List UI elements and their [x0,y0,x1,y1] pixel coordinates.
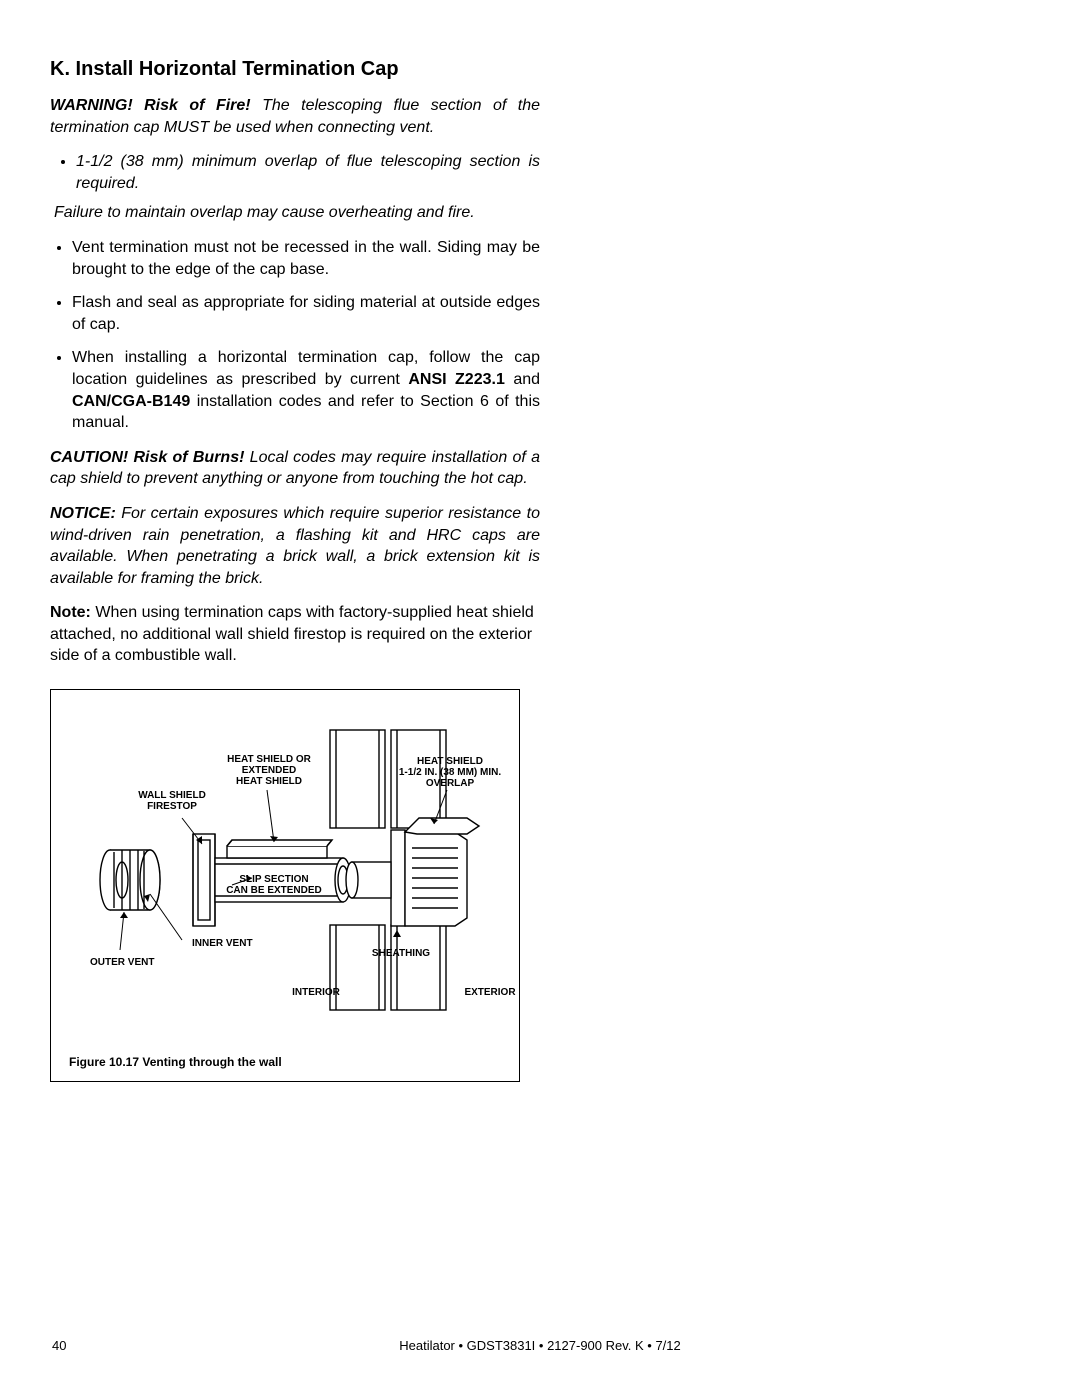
inner-bullet-list: 1-1/2 (38 mm) minimum overlap of flue te… [50,151,540,194]
label-heat-shield-ov-3: OVERLAP [426,778,475,789]
bullet-2: Flash and seal as appropriate for siding… [72,292,540,335]
label-heat-shield-ext-2: EXTENDED [242,765,296,776]
caution-paragraph: CAUTION! Risk of Burns! Local codes may … [50,447,540,490]
note-lead: Note: [50,604,91,621]
label-heat-shield-ext-3: HEAT SHIELD [236,776,302,787]
label-slip-1: SLIP SECTION [239,874,308,885]
notice-lead: NOTICE: [50,505,116,522]
bullet-3-code-1: ANSI Z223.1 [408,371,505,388]
outer-bullet-list: Vent termination must not be recessed in… [50,237,540,434]
bullet-1: Vent termination must not be recessed in… [72,237,540,280]
label-heat-shield-ov-1: HEAT SHIELD [417,756,483,767]
label-sheathing: SHEATHING [372,948,430,959]
warning-paragraph: WARNING! Risk of Fire! The telescoping f… [50,95,540,138]
label-heat-shield-ext-1: HEAT SHIELD OR [227,754,311,765]
caution-lead: CAUTION! Risk of Burns! [50,449,244,466]
label-slip-2: CAN BE EXTENDED [226,885,322,896]
figure-svg: HEAT SHIELD OR EXTENDED HEAT SHIELD WALL… [52,690,518,1045]
warning-lead: WARNING! Risk of Fire! [50,97,251,114]
label-wall-shield-2: FIRESTOP [147,801,197,812]
label-outer-vent: OUTER VENT [90,957,154,968]
label-wall-shield-1: WALL SHIELD [138,790,206,801]
label-heat-shield-ov-2: 1-1/2 IN. (38 MM) MIN. [399,767,501,778]
label-exterior: EXTERIOR [464,987,516,998]
bullet-3-mid: and [505,371,540,388]
note-text: When using termination caps with factory… [50,604,534,664]
notice-paragraph: NOTICE: For certain exposures which requ… [50,503,540,589]
failure-text: Failure to maintain overlap may cause ov… [54,202,540,224]
inner-bullet: 1-1/2 (38 mm) minimum overlap of flue te… [76,151,540,194]
bullet-3: When installing a horizontal termination… [72,347,540,433]
section-title: K. Install Horizontal Termination Cap [50,58,540,81]
bullet-3-code-2: CAN/CGA-B149 [72,393,190,410]
figure-box: HEAT SHIELD OR EXTENDED HEAT SHIELD WALL… [50,689,520,1082]
notice-text: For certain exposures which require supe… [50,505,540,587]
footer-text: Heatilator • GDST3831I • 2127-900 Rev. K… [0,1338,1080,1353]
figure-caption: Figure 10.17 Venting through the wall [69,1055,519,1069]
label-interior: INTERIOR [292,987,341,998]
note-paragraph: Note: When using termination caps with f… [50,602,540,667]
label-inner-vent: INNER VENT [192,938,253,949]
